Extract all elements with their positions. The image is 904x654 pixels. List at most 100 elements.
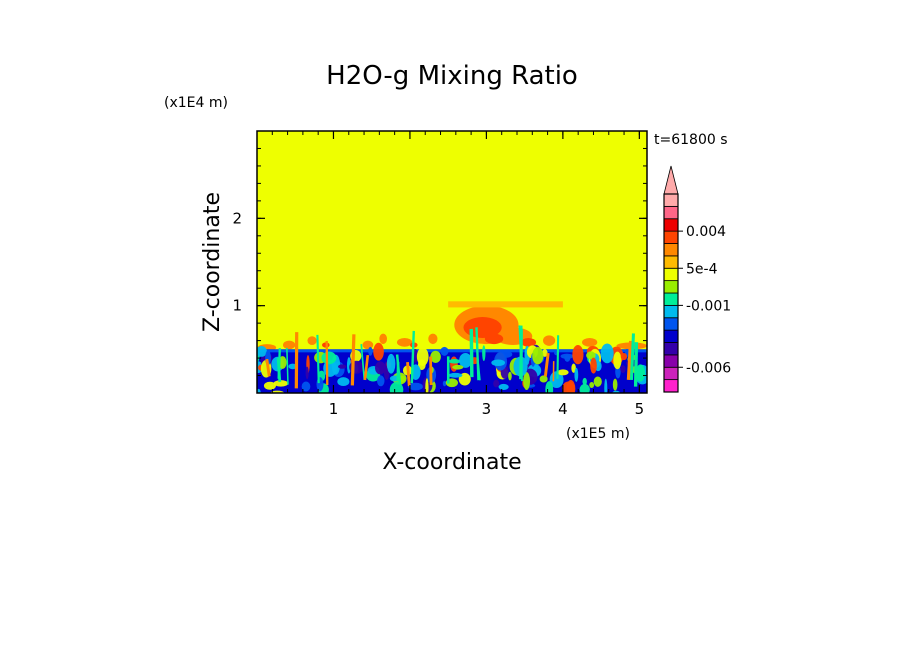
turbulent-eddy [416, 347, 429, 366]
updraft-tendril [316, 334, 320, 384]
turbulent-eddy [586, 351, 596, 360]
colorbar: 0.004 5e-4 -0.001 -0.006 [663, 165, 731, 393]
turbulent-eddy [498, 383, 509, 391]
x-axis-label: X-coordinate [382, 450, 521, 475]
turbulent-eddy [316, 377, 324, 392]
colorbar-label: 0.004 [686, 224, 726, 240]
moist-plume [543, 335, 556, 346]
turbulent-eddy [491, 359, 505, 367]
updraft-tendril [475, 327, 480, 381]
turbulent-eddy [288, 363, 297, 370]
updraft-tendril [629, 333, 635, 380]
turbulent-eddy [493, 379, 500, 388]
turbulent-eddy [589, 382, 595, 389]
colorbar-segment [663, 218, 679, 232]
turbulent-eddy [620, 365, 626, 374]
turbulent-eddy [425, 378, 429, 393]
colorbar-segment [663, 205, 679, 220]
y-axis: 12 [232, 147, 647, 377]
turbulent-eddy [337, 377, 350, 387]
turbulent-eddy [600, 343, 614, 364]
turbulent-eddy [257, 345, 267, 357]
turbulent-eddy [386, 353, 396, 374]
turbulent-eddy [377, 375, 385, 387]
turbulent-eddy [613, 351, 622, 370]
turbulent-eddy [604, 378, 608, 393]
x-tick-label: 2 [405, 400, 415, 418]
colorbar-segment [663, 280, 679, 294]
turbulent-eddy [263, 381, 276, 390]
y-tick-label: 2 [232, 209, 242, 227]
moist-core [484, 333, 504, 345]
turbulent-eddy [305, 366, 309, 380]
colorbar-segment [663, 304, 679, 319]
turbulent-eddy [368, 346, 373, 356]
y-axis-label: Z-coordinate [200, 192, 225, 332]
turbulent-eddy [452, 364, 464, 370]
updraft-tendril [265, 358, 271, 377]
boundary-layer-top [257, 349, 647, 353]
time-label: t=61800 s [654, 132, 728, 148]
updraft-tendril [410, 330, 415, 384]
colorbar-segment [663, 230, 679, 244]
updraft-tendril [543, 352, 550, 377]
moist-plume [396, 337, 413, 347]
turbulent-eddy [564, 354, 571, 362]
turbulent-eddy [301, 381, 311, 392]
turbulent-eddy [442, 380, 447, 387]
colorbar-segment [663, 329, 679, 343]
x-tick-label: 1 [329, 400, 339, 418]
colorbar-segment [663, 292, 679, 306]
colorbar-extend-max [663, 165, 679, 195]
turbulent-eddy [579, 384, 590, 393]
x-tick-label: 3 [482, 400, 492, 418]
updraft-tendril [476, 357, 481, 381]
colorbar-label: 5e-4 [686, 261, 718, 277]
colorbar-segment [663, 193, 679, 207]
turbulent-eddy [257, 388, 261, 393]
turbulent-eddy [389, 382, 404, 393]
turbulent-eddy [459, 352, 472, 368]
updraft-tendril [469, 328, 474, 378]
updraft-tendril [429, 356, 433, 386]
chart-title: H2O-g Mixing Ratio [326, 61, 578, 91]
updraft-tendril [556, 335, 560, 379]
turbulent-eddy [539, 375, 548, 383]
moist-core [520, 337, 537, 347]
turbulent-eddy [620, 352, 628, 361]
turbulent-eddy [408, 382, 424, 391]
turbulent-eddy [593, 376, 602, 387]
colorbar-segment [663, 317, 679, 331]
turbulent-eddy [375, 361, 386, 375]
updraft-tendril [350, 334, 356, 386]
updraft-tendril [325, 340, 329, 386]
plot-frame [256, 130, 648, 394]
turbulent-eddy [582, 377, 587, 386]
turbulent-eddy [545, 381, 554, 393]
colorbar-segment [663, 342, 679, 356]
updraft-tendril [633, 342, 639, 387]
updraft-tendril [626, 340, 633, 380]
moist-layer [448, 301, 563, 308]
turbulent-eddy [273, 380, 289, 387]
moist-plume [428, 333, 438, 345]
updraft-tendril [406, 362, 411, 387]
colorbar-segment [663, 267, 679, 282]
x-tick-label: 5 [635, 400, 645, 418]
x-axis: 1 2 3 4 5 [271, 131, 645, 418]
turbulent-eddy [373, 342, 384, 361]
turbulent-eddy [572, 344, 584, 365]
turbulent-eddy [508, 371, 512, 381]
turbulent-eddy [566, 380, 576, 393]
turbulent-eddy [440, 346, 449, 356]
moist-plume [582, 337, 598, 347]
turbulent-eddy [338, 364, 347, 369]
turbulent-eddy [557, 369, 569, 376]
turbulent-eddy [430, 350, 441, 363]
colorbar-label: -0.001 [686, 298, 731, 314]
y-tick-label: 1 [232, 297, 242, 315]
turbulent-eddy [448, 359, 461, 364]
colorbar-segment [663, 379, 679, 393]
updraft-tendril [286, 347, 289, 385]
